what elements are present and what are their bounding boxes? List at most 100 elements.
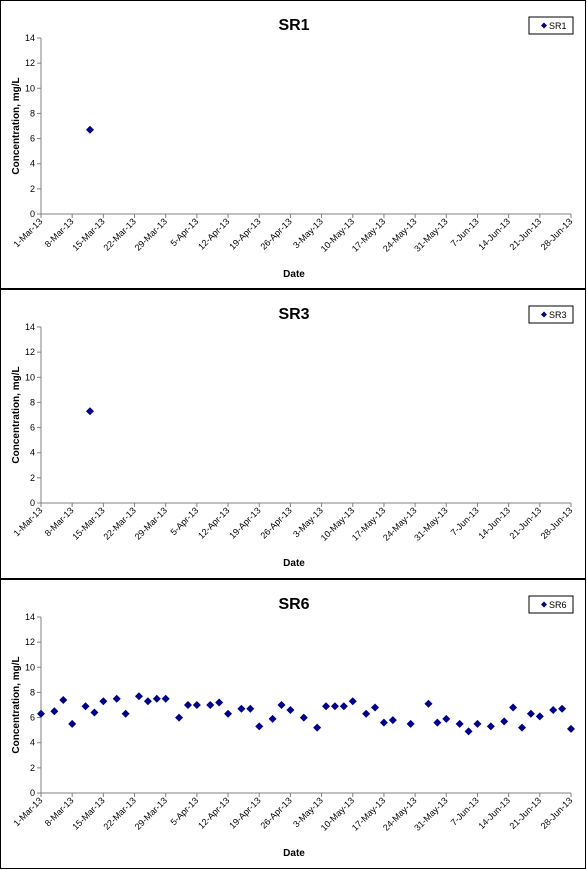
data-point-sr6 (37, 709, 45, 718)
data-point-sr6 (59, 695, 68, 704)
data-point-sr6 (121, 709, 130, 718)
x-tick-label: 1-Mar-13 (12, 505, 45, 538)
data-point-sr6 (255, 722, 264, 731)
y-tick-label: 14 (25, 322, 35, 332)
x-tick-label: 26-Apr-13 (258, 795, 293, 830)
x-tick-label: 5-Apr-13 (168, 216, 200, 248)
y-tick-label: 6 (30, 713, 35, 723)
data-point-sr6 (518, 723, 527, 732)
x-tick-label: 26-Apr-13 (258, 216, 293, 251)
data-point-sr6 (206, 701, 215, 709)
y-tick-label: 6 (30, 423, 35, 433)
y-tick-label: 14 (25, 612, 35, 622)
data-point-sr6 (268, 714, 277, 723)
legend-marker (541, 22, 547, 29)
data-point-sr6 (50, 707, 59, 716)
x-tick-label: 29-Mar-13 (133, 795, 169, 831)
legend: SR3 (528, 305, 574, 324)
chart-title: SR6 (278, 596, 309, 613)
x-tick-label: 31-May-13 (412, 216, 449, 253)
x-axis-label: Date (283, 848, 305, 859)
chart-panel-sr6: SR6 0 2 4 6 8 10 12 14 1-Mar-13 8-Mar-13 15-Mar-13 2… (0, 579, 586, 869)
data-point-sr6 (486, 722, 495, 731)
y-tick-label: 10 (25, 372, 35, 382)
y-axis-label: Concentration, mg/L (11, 656, 22, 753)
x-tick-label: 12-Apr-13 (196, 216, 231, 251)
data-point-sr6 (246, 704, 255, 713)
x-tick-label: 1-Mar-13 (12, 216, 45, 249)
x-tick-label: 15-Mar-13 (70, 216, 106, 252)
chart-sr1: SR1024681012141-Mar-138-Mar-1315-Mar-132… (11, 16, 575, 280)
data-point-sr6 (424, 699, 433, 708)
data-point-sr6 (473, 719, 482, 728)
x-tick-label: 7-Jun-13 (449, 216, 481, 248)
data-point-sr6 (406, 719, 415, 728)
legend-label: SR6 (549, 600, 567, 610)
data-point-sr6 (433, 718, 442, 727)
x-tick-label: 22-Mar-13 (102, 216, 138, 252)
legend-label: SR3 (549, 310, 567, 320)
y-tick-label: 0 (30, 788, 35, 798)
legend-box (528, 305, 574, 324)
x-tick-label: 12-Apr-13 (196, 505, 231, 540)
data-point-sr6 (464, 727, 473, 736)
data-point-sr3 (85, 407, 94, 416)
y-tick-label: 10 (25, 83, 35, 93)
data-point-sr6 (455, 719, 464, 728)
x-tick-label: 28-Jun-13 (539, 795, 575, 831)
y-tick-label: 2 (30, 763, 35, 773)
data-point-sr6 (379, 718, 388, 727)
data-point-sr6 (442, 714, 451, 723)
data-point-sr6 (526, 709, 535, 718)
x-tick-label: 19-Apr-13 (227, 505, 262, 540)
y-tick-label: 4 (30, 159, 35, 169)
legend-box (528, 595, 574, 614)
data-point-sr6 (371, 703, 380, 712)
y-tick-label: 0 (30, 498, 35, 508)
legend-marker (541, 311, 547, 318)
x-tick-label: 19-Apr-13 (227, 795, 262, 830)
y-tick-label: 4 (30, 738, 35, 748)
y-tick-label: 0 (30, 209, 35, 219)
data-point-sr1 (85, 125, 94, 134)
x-axis-label: Date (283, 269, 305, 280)
legend-marker (541, 601, 547, 608)
x-tick-label: 22-Mar-13 (102, 795, 138, 831)
data-point-sr6 (549, 706, 558, 715)
x-tick-label: 15-Mar-13 (70, 505, 106, 541)
data-point-sr6 (330, 702, 339, 711)
y-tick-label: 6 (30, 134, 35, 144)
x-tick-label: 31-May-13 (412, 505, 449, 542)
data-point-sr6 (112, 694, 121, 703)
y-tick-label: 12 (25, 347, 35, 357)
x-tick-label: 28-Jun-13 (539, 216, 575, 252)
chart-sr6: SR6024681012141-Mar-138-Mar-1315-Mar-132… (11, 595, 575, 859)
data-point-sr6 (224, 709, 233, 718)
data-point-sr6 (535, 712, 544, 721)
x-tick-label: 7-Jun-13 (449, 505, 481, 537)
data-point-sr6 (134, 692, 143, 701)
data-point-sr6 (175, 713, 184, 722)
data-point-sr6 (509, 703, 518, 712)
x-tick-label: 7-Jun-13 (449, 795, 481, 827)
y-tick-label: 2 (30, 473, 35, 483)
data-point-sr6 (348, 697, 357, 706)
chart-title: SR3 (278, 306, 309, 323)
x-tick-label: 22-Mar-13 (102, 505, 138, 541)
data-point-sr6 (81, 702, 90, 711)
data-point-sr6 (362, 709, 371, 718)
x-tick-label: 28-Jun-13 (539, 505, 575, 541)
data-point-sr6 (68, 719, 77, 728)
data-point-sr6 (90, 708, 99, 717)
data-point-sr6 (237, 704, 246, 713)
x-tick-label: 5-Apr-13 (168, 505, 200, 537)
data-point-sr6 (277, 701, 286, 709)
y-tick-label: 4 (30, 448, 35, 458)
y-tick-label: 12 (25, 58, 35, 68)
data-point-sr6 (299, 713, 308, 722)
data-point-sr6 (183, 701, 192, 709)
x-tick-label: 21-Jun-13 (508, 795, 544, 831)
x-tick-label: 19-Apr-13 (227, 216, 262, 251)
legend: SR1 (528, 16, 574, 35)
x-tick-label: 12-Apr-13 (196, 795, 231, 830)
